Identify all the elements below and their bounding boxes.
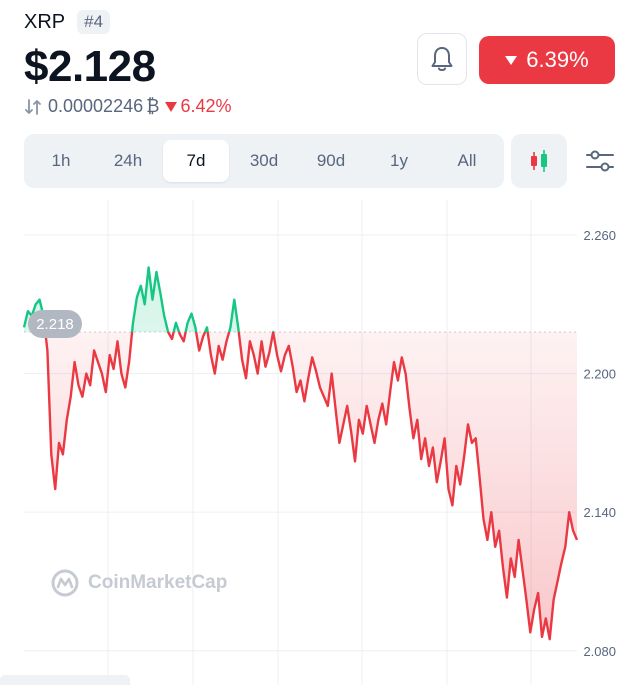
coinmarketcap-watermark: CoinMarketCap xyxy=(50,568,227,598)
btc-price: 0.00002246 xyxy=(48,96,144,116)
reference-price-label: 2.218 xyxy=(28,310,82,339)
chart-settings-button[interactable] xyxy=(583,144,617,178)
bottom-sheet-handle[interactable] xyxy=(0,675,130,685)
btc-price-row: 0.00002246 ₿ 6.42% xyxy=(24,96,231,117)
coin-price: $2.128 xyxy=(24,42,156,91)
up-area-fill xyxy=(24,267,577,333)
y-axis-ticks: 2.260 2.200 2.140 2.080 xyxy=(583,228,616,659)
tab-1h[interactable]: 1h xyxy=(51,151,71,170)
rank-badge: #4 xyxy=(77,10,111,34)
price-line-down xyxy=(44,332,579,641)
swap-arrows-icon[interactable] xyxy=(24,98,42,116)
candlestick-icon xyxy=(531,150,547,172)
down-triangle-icon xyxy=(505,55,518,65)
coin-header: XRP #4 $2.128 0.00002246 ₿ 6.42% xyxy=(24,8,616,118)
coin-name: XRP xyxy=(24,10,66,33)
down-triangle-icon xyxy=(165,101,178,112)
price-change-badge: 6.39% xyxy=(479,36,615,84)
price-chart[interactable]: 2.260 2.200 2.140 2.080 xyxy=(0,200,640,685)
price-change-value: 6.39% xyxy=(526,47,589,72)
down-area-fill xyxy=(45,332,577,640)
tab-1y[interactable]: 1y xyxy=(390,151,408,170)
tab-7d[interactable]: 7d xyxy=(163,140,229,182)
bell-icon xyxy=(431,47,453,71)
coin-name-row: XRP #4 xyxy=(24,8,616,36)
btc-change: 6.42% xyxy=(165,96,231,117)
watermark-text: CoinMarketCap xyxy=(88,572,228,593)
y-tick-label: 2.260 xyxy=(583,228,616,243)
btc-change-value: 6.42% xyxy=(180,96,232,116)
price-alert-button[interactable] xyxy=(417,33,467,85)
y-tick-label: 2.200 xyxy=(583,367,616,382)
sliders-icon xyxy=(586,150,614,172)
tab-30d[interactable]: 30d xyxy=(249,151,279,170)
tab-24h[interactable]: 24h xyxy=(113,151,143,170)
candlestick-toggle-button[interactable] xyxy=(511,134,567,188)
coinmarketcap-logo-icon xyxy=(51,569,79,597)
btc-symbol: ₿ xyxy=(146,96,160,116)
timeframe-tabs: 1h 24h 7d 30d 90d 1y All xyxy=(24,134,504,188)
tab-all[interactable]: All xyxy=(457,151,477,170)
y-tick-label: 2.140 xyxy=(583,505,616,520)
tab-90d[interactable]: 90d xyxy=(316,151,346,170)
y-tick-label: 2.080 xyxy=(583,644,616,659)
